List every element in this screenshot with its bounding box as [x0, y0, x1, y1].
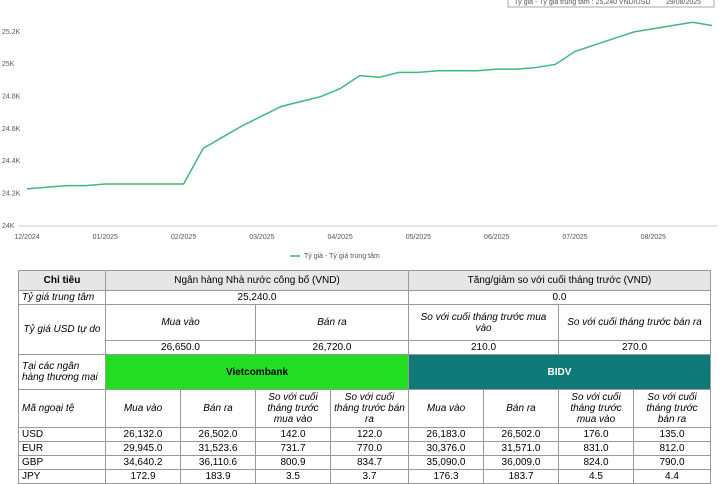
- table-cell: Tỷ giá trung tâm: [18, 290, 106, 305]
- table-cell: 29,945.0: [105, 441, 181, 456]
- table-cell: 25,240.0: [105, 290, 409, 305]
- table-cell: 26,502.0: [483, 427, 559, 442]
- y-tick-label: 24K: [2, 223, 15, 230]
- table-cell: 770.0: [330, 441, 409, 456]
- table-cell: 812.0: [632, 441, 712, 456]
- table-cell: 3.7: [330, 469, 409, 484]
- x-tick-label: 08/2025: [641, 234, 666, 241]
- table-cell: 142.0: [255, 427, 331, 442]
- table-cell: Tăng/giảm so với cuối tháng trước (VND): [407, 270, 712, 291]
- x-tick-label: 12/2024: [14, 234, 39, 241]
- table-cell: Bán ra: [483, 389, 559, 428]
- table-cell: Tỷ giá USD tự do: [18, 304, 106, 355]
- table-cell: BIDV: [407, 354, 712, 390]
- y-tick-label: 24.2K: [2, 191, 21, 198]
- x-tick-label: 02/2025: [171, 234, 196, 241]
- table-cell: 183.9: [180, 469, 256, 484]
- legend-label: Tỷ giá - Tỷ giá trung tâm: [304, 253, 380, 260]
- table-cell: Chỉ tiêu: [18, 270, 106, 291]
- x-tick-label: 03/2025: [249, 234, 274, 241]
- tooltip-date: 29/08/2025: [666, 0, 701, 6]
- x-tick-label: 04/2025: [327, 234, 352, 241]
- table-cell: So với cuối tháng trước mua vào: [255, 389, 331, 428]
- table-cell: So với cuối tháng trước mua vào: [558, 389, 634, 428]
- x-tick-label: 06/2025: [484, 234, 509, 241]
- table-cell: 26,650.0: [105, 340, 256, 355]
- table-cell: Tại các ngân hàng thương mại: [18, 354, 106, 390]
- table-cell: 30,376.0: [408, 441, 484, 456]
- table-row: GBP 34,640.2 36,110.6 800.9 834.7 35,090.0 36,…: [18, 455, 712, 470]
- table-cell: Mua vào: [105, 304, 256, 341]
- table-cell: 270.0: [557, 340, 712, 355]
- table-cell: 172.9: [105, 469, 181, 484]
- table-cell: 3.5: [255, 469, 331, 484]
- table-cell: Bán ra: [180, 389, 256, 428]
- x-tick-label: 01/2025: [93, 234, 118, 241]
- table-cell: EUR: [18, 441, 106, 456]
- tooltip-box: [507, 0, 715, 8]
- table-cell: 26,183.0: [408, 427, 484, 442]
- table-cell: 731.7: [255, 441, 331, 456]
- table-cell: 210.0: [408, 340, 559, 355]
- table-cell: So với cuối tháng trước bán ra: [632, 389, 712, 428]
- table-row: EUR 29,945.0 31,523.6 731.7 770.0 30,376.0 31,…: [18, 441, 712, 456]
- table-row: JPY 172.9 183.9 3.5 3.7 176.3 183.7 4.5 4.4: [18, 469, 712, 484]
- table-cell: 176.0: [558, 427, 634, 442]
- table-cell: 135.0: [632, 427, 712, 442]
- table-cell: 26,132.0: [105, 427, 181, 442]
- table-cell: Ngân hàng Nhà nước công bố (VND): [105, 270, 409, 291]
- table-cell: 800.9: [255, 455, 331, 470]
- table-cell: 34,640.2: [105, 455, 181, 470]
- table-cell: Bán ra: [255, 304, 409, 341]
- rate-table: Chỉ tiêu Ngân hàng Nhà nước công bố (VND)…: [18, 270, 712, 484]
- table-cell: 26,720.0: [255, 340, 409, 355]
- table-row: Tỷ giá USD tự do Mua vào Bán ra So với cuối…: [18, 304, 712, 355]
- table-cell: 0.0: [407, 290, 712, 305]
- table-cell: 122.0: [330, 427, 409, 442]
- table-cell: So với cuối tháng trước bán ra: [330, 389, 409, 428]
- table-cell: 831.0: [558, 441, 634, 456]
- table-cell: 824.0: [558, 455, 634, 470]
- line: [26, 21, 713, 190]
- x-tick-label: 05/2025: [406, 234, 431, 241]
- table-cell: Vietcombank: [105, 354, 409, 390]
- table-cell: 36,009.0: [483, 455, 559, 470]
- table-cell: GBP: [18, 455, 106, 470]
- table-row: USD 26,132.0 26,502.0 142.0 122.0 26,183.0 26,…: [18, 427, 712, 442]
- table-row: Chỉ tiêu Ngân hàng Nhà nước công bố (VND)…: [18, 270, 712, 291]
- table-row: Tại các ngân hàng thương mại Vietcombank B…: [18, 354, 712, 390]
- table-cell: 834.7: [330, 455, 409, 470]
- table-cell: 31,571.0: [483, 441, 559, 456]
- y-tick-label: 24.6K: [2, 126, 21, 133]
- table-cell: Mã ngoại tệ: [18, 389, 106, 428]
- table-cell: Mua vào: [105, 389, 181, 428]
- table-row: 26,650.0 26,720.0 210.0 270.0: [19, 340, 712, 355]
- chart: 24K 24.2K 24.4K 24.6K 24.8K 25K 25.2K 12/2024 01…: [2, 0, 718, 260]
- table-row: Mã ngoại tệ Mua vào Bán ra So với cuối thán…: [18, 389, 712, 428]
- table-cell: 36,110.6: [180, 455, 256, 470]
- table-cell: USD: [18, 427, 106, 442]
- table-cell: JPY: [18, 469, 106, 484]
- table-cell: 35,090.0: [408, 455, 484, 470]
- table-cell: 790.0: [632, 455, 712, 470]
- y-tick-label: 25K: [2, 61, 15, 68]
- table-cell: Mua vào: [408, 389, 484, 428]
- table-cell: 31,523.6: [180, 441, 256, 456]
- tooltip-text: Tỷ giá - Tỷ giá trung tâm : 25,240 VND/U…: [514, 0, 650, 6]
- table-cell: 176.3: [408, 469, 484, 484]
- table-cell: So với cuối tháng trước mua vào: [408, 304, 559, 341]
- x-tick-label: 07/2025: [562, 234, 587, 241]
- table-cell: So với cuối tháng trước bán ra: [557, 304, 712, 341]
- table-cell: 4.5: [558, 469, 634, 484]
- table-row: Tỷ giá trung tâm 25,240.0 0.0: [18, 290, 712, 305]
- table-cell: 183.7: [483, 469, 559, 484]
- table-cell: 4.4: [632, 469, 712, 484]
- y-tick-label: 24.4K: [2, 158, 21, 165]
- y-tick-label: 25.2K: [2, 29, 21, 36]
- table-cell: 26,502.0: [180, 427, 256, 442]
- y-tick-label: 24.8K: [2, 94, 21, 101]
